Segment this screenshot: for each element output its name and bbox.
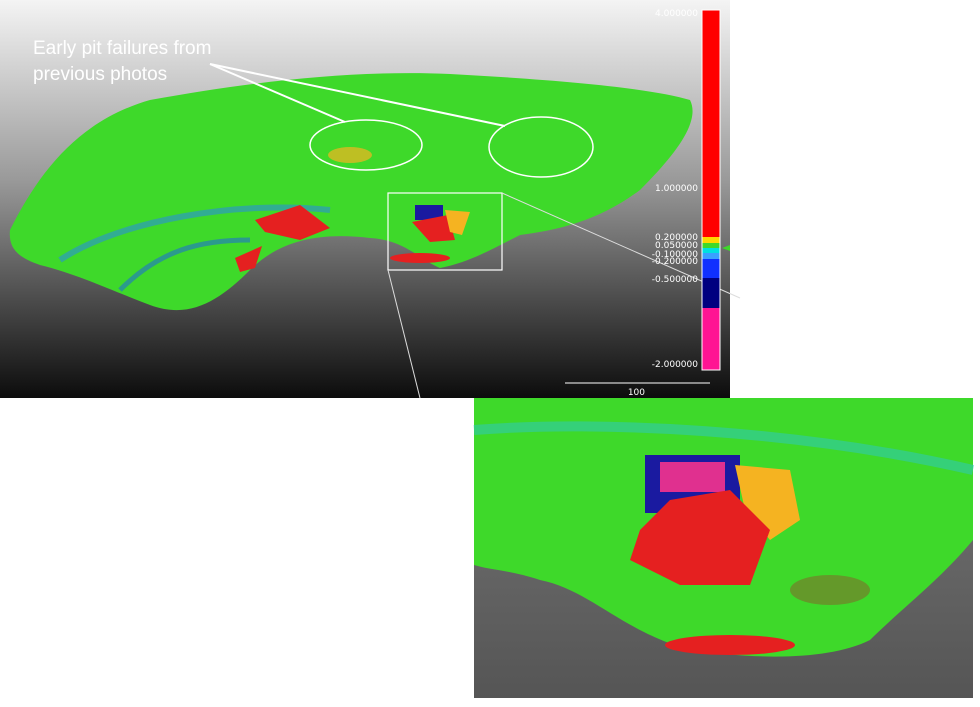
colorbar-marker <box>722 245 730 251</box>
colorbar-segment <box>702 237 720 243</box>
connector-line <box>501 192 741 299</box>
blue-patch <box>415 205 443 220</box>
viewport: Early pit failures from previous photos … <box>0 0 741 398</box>
pink-patch <box>660 462 725 492</box>
colorbar-segment <box>702 243 720 248</box>
colorbar-label: -0.100000 <box>652 250 698 260</box>
inset <box>473 398 975 698</box>
highlight-ellipse <box>488 116 594 178</box>
arrow <box>209 63 346 123</box>
colorbar-segment <box>702 278 720 308</box>
connector-line <box>387 269 421 399</box>
colorbar-label: 1.000000 <box>655 184 698 194</box>
colorbar-segment <box>702 259 720 278</box>
colorbar-label: -0.200000 <box>652 257 698 267</box>
mixed-patch <box>790 575 870 605</box>
arrow <box>209 63 506 127</box>
colorbar: 4.000000 1.000000 0.200000 0.050000 -0.1… <box>652 9 730 371</box>
highlight-ellipse <box>309 119 423 171</box>
annotation-line: previous photos <box>33 64 167 85</box>
colorbar-segment <box>702 248 720 253</box>
red-patch <box>235 246 262 272</box>
yellow-patch <box>735 465 800 540</box>
colorbar-label: 0.050000 <box>655 241 698 251</box>
colorbar-label: -0.500000 <box>652 275 698 285</box>
red-patch <box>390 253 450 263</box>
colorbar-label: 4.000000 <box>655 9 698 19</box>
yellow-patch <box>445 210 470 235</box>
cloud-band <box>118 237 251 292</box>
colorbar-segment <box>702 253 720 259</box>
colorbar-segment <box>702 10 720 237</box>
colorbar-segment <box>702 308 720 370</box>
colorbar-label: 0.200000 <box>655 233 698 243</box>
inset-band <box>473 421 975 475</box>
red-patch <box>630 490 770 585</box>
red-patch <box>255 205 330 240</box>
scale-bar-label: 100 <box>628 388 645 398</box>
annotation-line: Early pit failures from <box>33 38 211 59</box>
yellow-patch <box>328 147 372 163</box>
zoom-box <box>387 192 503 271</box>
red-patch <box>412 215 455 242</box>
colorbar-border <box>701 9 721 371</box>
red-patch <box>665 635 795 655</box>
colorbar-label: -2.000000 <box>652 360 698 370</box>
